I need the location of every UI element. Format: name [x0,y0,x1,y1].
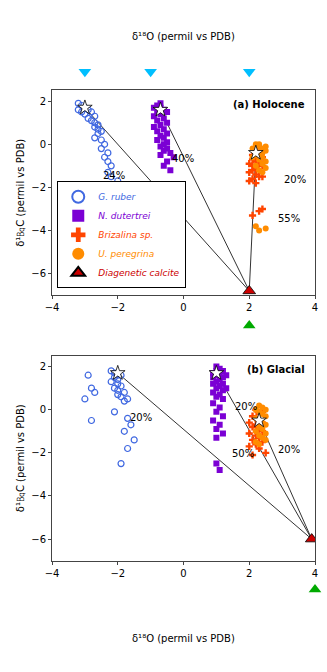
svg-text:−2: −2 [31,447,46,458]
svg-text:20%: 20% [130,412,152,423]
svg-text:Brizalina sp.: Brizalina sp. [98,230,153,240]
svg-text:2: 2 [246,568,252,579]
svg-text:2: 2 [40,96,46,107]
svg-text:55%: 55% [278,213,300,224]
svg-text:−6: −6 [31,268,46,279]
svg-text:−6: −6 [31,534,46,545]
svg-text:2: 2 [40,361,46,372]
svg-text:0: 0 [40,139,46,150]
svg-text:U. peregrina: U. peregrina [98,249,154,259]
svg-text:δ¹㏃C (permil vs PDB): δ¹㏃C (permil vs PDB) [15,404,26,512]
svg-text:Diagenetic calcite: Diagenetic calcite [98,268,179,278]
svg-text:40%: 40% [172,153,194,164]
svg-text:20%: 20% [235,401,257,412]
svg-text:(b) Glacial: (b) Glacial [247,364,305,375]
svg-text:4: 4 [312,568,318,579]
svg-text:δ¹㏃C (permil vs PDB): δ¹㏃C (permil vs PDB) [15,139,26,247]
svg-text:−2: −2 [110,302,125,313]
svg-text:0: 0 [180,568,186,579]
svg-text:N. dutertrei: N. dutertrei [98,211,150,221]
svg-text:δ¹⁸O (permil vs PDB): δ¹⁸O (permil vs PDB) [132,31,235,42]
svg-text:−4: −4 [31,225,46,236]
svg-text:−4: −4 [45,302,60,313]
svg-text:0: 0 [40,404,46,415]
svg-text:−4: −4 [45,568,60,579]
svg-text:24%: 24% [103,170,125,181]
svg-text:δ¹⁸O (permil vs PDB): δ¹⁸O (permil vs PDB) [132,633,235,644]
svg-text:20%: 20% [284,174,306,185]
svg-text:G. ruber: G. ruber [98,192,136,202]
svg-text:50%: 50% [232,448,254,459]
svg-text:−4: −4 [31,490,46,501]
svg-text:20%: 20% [278,444,300,455]
svg-text:(a) Holocene: (a) Holocene [233,99,305,110]
svg-text:4: 4 [312,302,318,313]
svg-text:0: 0 [180,302,186,313]
svg-text:−2: −2 [31,182,46,193]
svg-text:2: 2 [246,302,252,313]
svg-text:−2: −2 [110,568,125,579]
